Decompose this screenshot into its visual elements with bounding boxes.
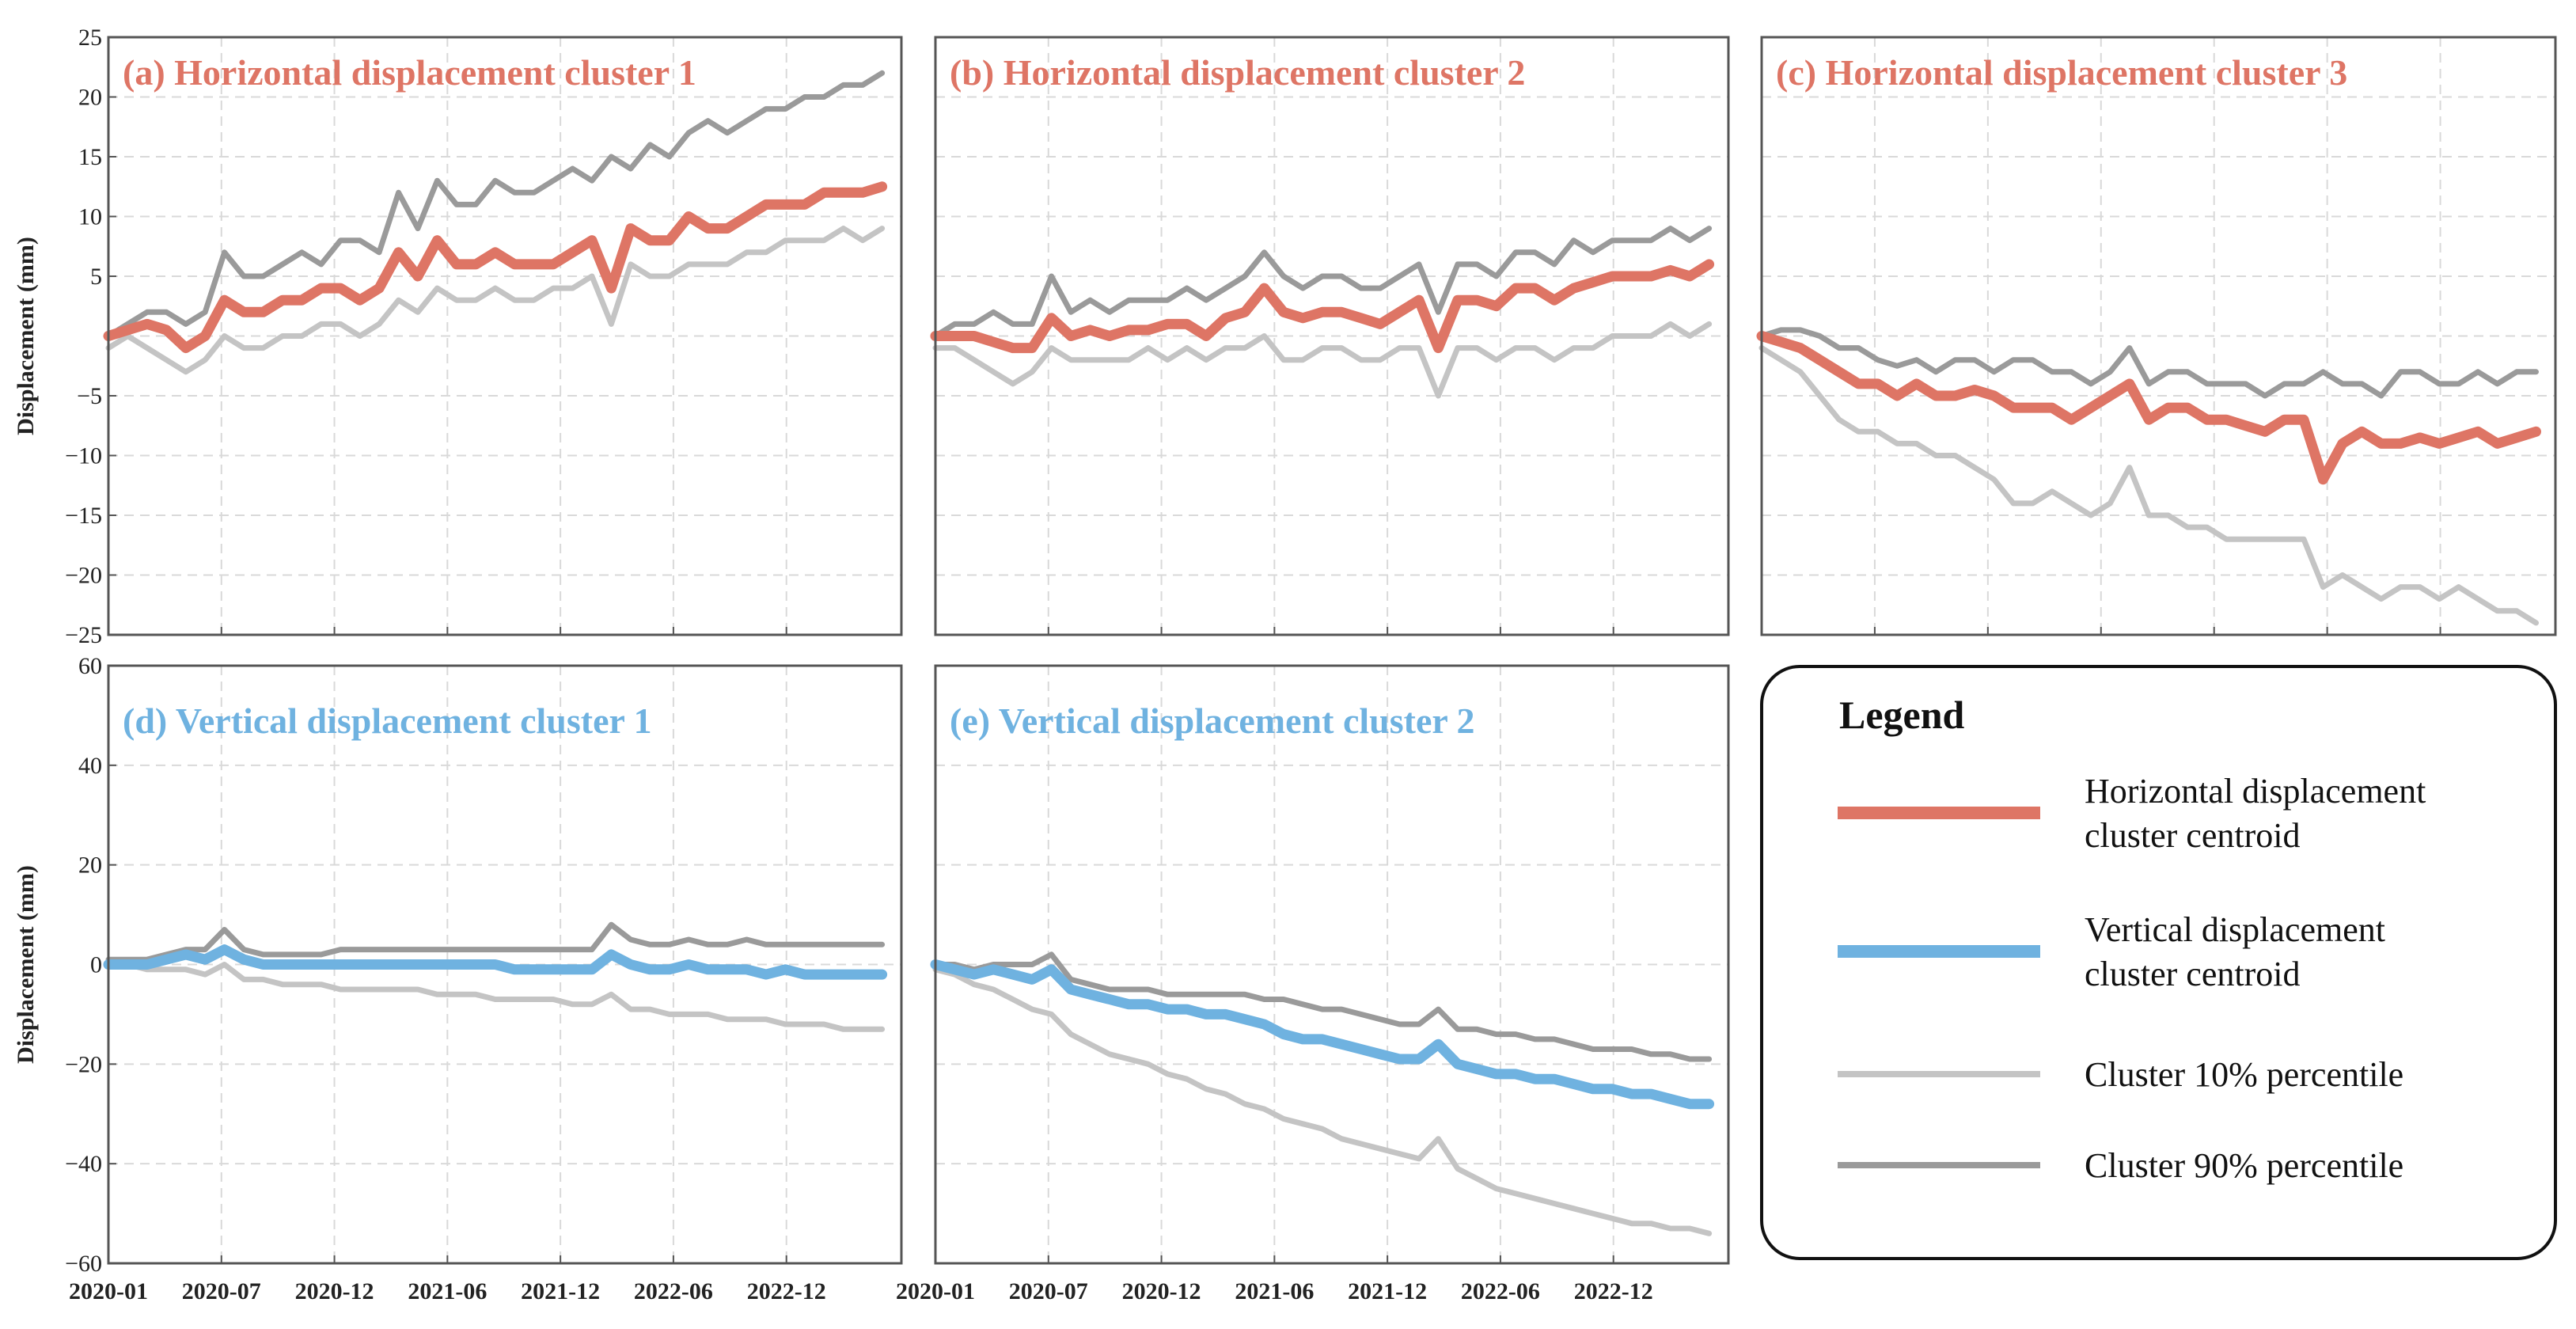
y-tick-label: −40 (65, 1151, 102, 1177)
x-tick-label: 2020-12 (1122, 1278, 1201, 1304)
series-line-cluster-10-percentile (1758, 345, 2539, 626)
x-tick-label: 2020-01 (69, 1278, 148, 1304)
legend-label-1: Horizontal displacement (2085, 772, 2426, 811)
legend-label-4: Cluster 90% percentile (2085, 1146, 2403, 1185)
y-tick-label: 0 (90, 952, 102, 978)
y-tick-label: −15 (65, 503, 102, 529)
series-line-cluster-90-percentile (932, 951, 1713, 1062)
panel-title: (e) Vertical displacement cluster 2 (950, 701, 1474, 741)
panel-4: 2020-01 2020-07 2020-12 2021-06 2021-12 2022-… (13, 653, 903, 1304)
y-tick-label: 60 (78, 653, 102, 679)
legend-label-1: cluster centroid (2085, 816, 2300, 855)
legend: Legend Horizontal displacement cluster ce… (1760, 665, 2557, 1260)
x-tick-label: 2021-06 (1235, 1278, 1314, 1304)
panel-1: −25 −20 −15 −10 −5 5 10 15 20 25 Displacement (mm)… (13, 25, 903, 648)
series-line-cluster-10-percentile (105, 962, 886, 1032)
x-tick-label: 2021-12 (521, 1278, 600, 1304)
x-tick-label: 2020-07 (1009, 1278, 1088, 1304)
panel-frame (934, 36, 1730, 636)
chart-panels: −25 −20 −15 −10 −5 5 10 15 20 25 Displacement (mm)… (13, 25, 2557, 1304)
y-tick-label: 5 (90, 264, 102, 290)
panel-frame (1760, 36, 2557, 636)
y-tick-label: −60 (65, 1251, 102, 1277)
panel-title: (a) Horizontal displacement cluster 1 (123, 52, 696, 93)
y-tick-label: −5 (77, 383, 102, 409)
y-tick-label: −20 (65, 563, 102, 589)
y-tick-label: −25 (65, 622, 102, 648)
x-tick-label: 2021-06 (408, 1278, 487, 1304)
panel-2: (b) Horizontal displacement cluster 2 (930, 36, 1730, 636)
series-line-horizontal-displacement-cluster-centroid (103, 181, 888, 354)
x-tick-label: 2020-12 (295, 1278, 374, 1304)
panel-5: 2020-01 2020-07 2020-12 2021-06 2021-12 2022-… (896, 664, 1730, 1304)
x-tick-label: 2020-07 (182, 1278, 261, 1304)
series-line-horizontal-displacement-cluster-centroid (930, 259, 1715, 354)
x-tick-label: 2022-12 (1574, 1278, 1653, 1304)
y-tick-label: 10 (78, 204, 102, 230)
panel-3: (c) Horizontal displacement cluster 3 (1756, 36, 2557, 636)
y-axis-label: Displacement (mm) (13, 865, 39, 1064)
y-tick-label: 20 (78, 85, 102, 111)
panel-frame (107, 36, 903, 636)
legend-label-2: Vertical displacement (2085, 910, 2385, 949)
series-line-vertical-displacement-cluster-centroid (930, 959, 1715, 1110)
series-line-cluster-90-percentile (1758, 327, 2539, 399)
panel-frame (934, 664, 1730, 1265)
x-tick-label: 2021-12 (1348, 1278, 1427, 1304)
x-tick-label: 2022-06 (634, 1278, 713, 1304)
y-tick-label: 25 (78, 25, 102, 51)
y-tick-label: 40 (78, 753, 102, 779)
x-tick-label: 2022-12 (747, 1278, 826, 1304)
legend-label-2: cluster centroid (2085, 955, 2300, 993)
series-line-vertical-displacement-cluster-centroid (103, 944, 888, 980)
y-axis-label: Displacement (mm) (13, 237, 39, 435)
series-line-cluster-10-percentile (105, 226, 886, 375)
y-tick-label: −10 (65, 443, 102, 469)
panel-frame (107, 664, 903, 1265)
panel-title: (b) Horizontal displacement cluster 2 (950, 52, 1525, 93)
series-line-cluster-90-percentile (932, 226, 1713, 339)
series-line-cluster-90-percentile (105, 921, 886, 963)
series-line-cluster-10-percentile (932, 966, 1713, 1236)
y-tick-label: 15 (78, 144, 102, 170)
y-tick-label: 20 (78, 852, 102, 879)
panel-title: (c) Horizontal displacement cluster 3 (1776, 52, 2347, 93)
legend-label-3: Cluster 10% percentile (2085, 1055, 2403, 1094)
legend-title: Legend (1839, 693, 1965, 737)
series-line-horizontal-displacement-cluster-centroid (1756, 331, 2541, 485)
panel-title: (d) Vertical displacement cluster 1 (123, 701, 652, 741)
x-tick-label: 2022-06 (1461, 1278, 1540, 1304)
y-tick-label: −20 (65, 1051, 102, 1077)
series-line-cluster-90-percentile (105, 70, 886, 339)
series-line-cluster-10-percentile (932, 321, 1713, 399)
x-tick-label: 2020-01 (896, 1278, 975, 1304)
